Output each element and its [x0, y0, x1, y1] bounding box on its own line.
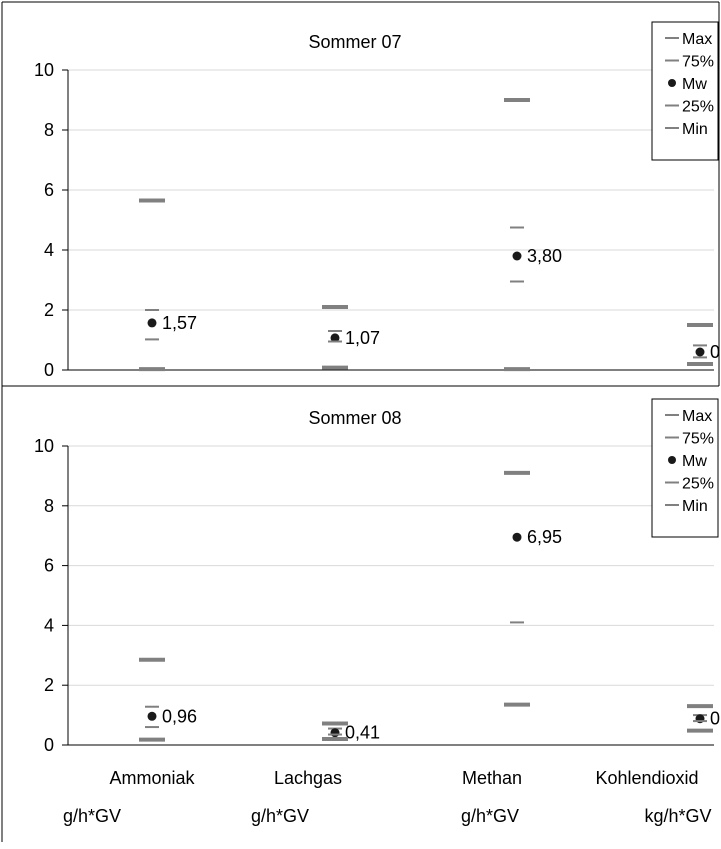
mean-data-label: 0,60	[710, 342, 721, 362]
mean-data-label: 0,88	[710, 709, 721, 729]
legend-dot-marker	[668, 79, 676, 87]
mean-data-label: 0,41	[345, 723, 380, 743]
legend-dot-marker	[668, 456, 676, 464]
y-tick-label: 2	[44, 675, 54, 695]
legend-label: Max	[682, 408, 712, 425]
mean-point	[147, 318, 157, 328]
y-tick-label: 8	[44, 120, 54, 140]
y-tick-label: 0	[44, 360, 54, 380]
y-tick-label: 6	[44, 556, 54, 576]
legend-label: Mw	[682, 453, 707, 470]
legend-box	[651, 398, 719, 538]
mean-data-label: 1,07	[345, 328, 380, 348]
mean-point	[512, 532, 522, 542]
y-tick-label: 4	[44, 240, 54, 260]
x-category-label: Methan	[462, 768, 522, 788]
y-tick-label: 2	[44, 300, 54, 320]
legend-label: Min	[682, 121, 708, 138]
legend-box	[651, 21, 719, 161]
mean-point	[147, 711, 157, 721]
unit-label: g/h*GV	[251, 806, 309, 826]
mean-point	[330, 333, 340, 343]
y-tick-label: 8	[44, 496, 54, 516]
mean-data-label: 3,80	[527, 246, 562, 266]
y-tick-label: 10	[34, 436, 54, 456]
mean-data-label: 1,57	[162, 313, 197, 333]
y-tick-label: 6	[44, 180, 54, 200]
mean-data-label: 0,96	[162, 706, 197, 726]
legend-label: 25%	[682, 476, 714, 493]
x-category-label: Lachgas	[274, 768, 342, 788]
legend-label: 75%	[682, 431, 714, 448]
mean-point	[330, 728, 340, 738]
chart-title: Sommer 08	[308, 408, 401, 428]
x-category-label: Kohlendioxid	[595, 768, 698, 788]
mean-data-label: 6,95	[527, 527, 562, 547]
y-tick-label: 10	[34, 60, 54, 80]
legend-label: Min	[682, 498, 708, 515]
legend-label: 75%	[682, 54, 714, 71]
mean-point	[512, 251, 522, 261]
y-tick-label: 0	[44, 735, 54, 755]
chart-title: Sommer 07	[308, 32, 401, 52]
unit-label: g/h*GV	[63, 806, 121, 826]
y-tick-label: 4	[44, 615, 54, 635]
unit-label: g/h*GV	[461, 806, 519, 826]
x-category-label: Ammoniak	[109, 768, 195, 788]
mean-point	[695, 347, 705, 357]
legend-label: Mw	[682, 76, 707, 93]
legend-label: Max	[682, 31, 712, 48]
unit-label: kg/h*GV	[644, 806, 711, 826]
legend-label: 25%	[682, 99, 714, 116]
